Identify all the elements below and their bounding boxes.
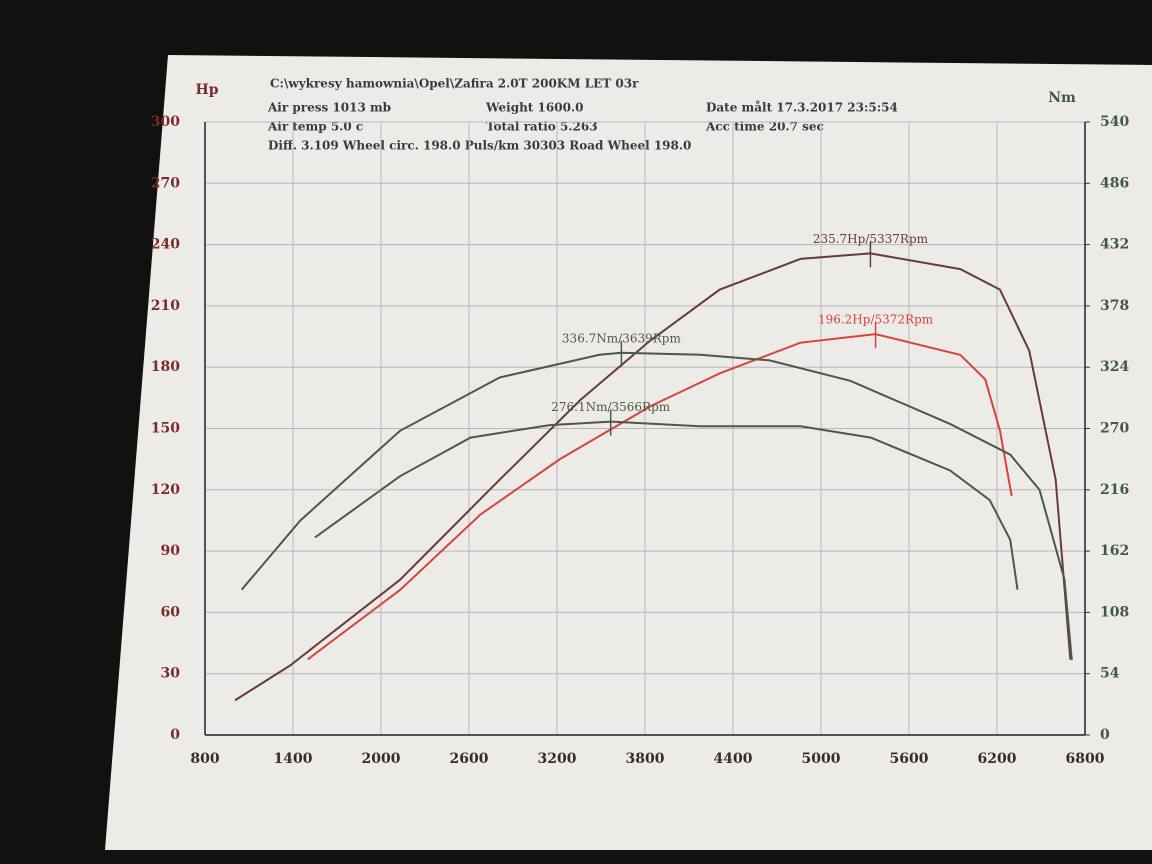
info: Air press 1013 mb (267, 101, 391, 115)
x-tick-label: 6200 (978, 751, 1017, 767)
y2-tick-label: 0 (1100, 727, 1110, 743)
y-tick-label: 210 (151, 298, 180, 314)
peak-label: 196.2Hp/5372Rpm (818, 313, 934, 327)
info: Air temp 5.0 c (267, 120, 363, 134)
y2-tick-label: 270 (1100, 421, 1129, 437)
y2-tick-label: 432 (1100, 237, 1129, 253)
x-tick-label: 800 (190, 751, 219, 767)
y2-tick-label: 378 (1100, 298, 1129, 314)
peak-label: 276.1Nm/3566Rpm (551, 400, 671, 414)
y-tick-label: 270 (151, 175, 180, 191)
peak-label: 336.7Nm/3639Rpm (562, 331, 682, 345)
y-tick-label: 60 (161, 604, 181, 620)
x-tick-label: 4400 (714, 751, 753, 767)
info: Date målt 17.3.2017 23:5:54 (706, 100, 898, 115)
x-tick-label: 1400 (274, 751, 313, 767)
y2-tick-label: 216 (1100, 482, 1129, 498)
y2-axis-label: Nm (1048, 90, 1076, 106)
x-tick-label: 2600 (450, 751, 489, 767)
x-tick-label: 2000 (362, 751, 401, 767)
y2-tick-label: 540 (1100, 114, 1129, 130)
y-tick-label: 30 (161, 666, 181, 682)
info: Diff. 3.109 Wheel circ. 198.0 Puls/km 30… (268, 139, 691, 153)
info: Total ratio 5.263 (486, 120, 598, 134)
y2-tick-label: 54 (1100, 666, 1120, 682)
y-tick-label: 150 (151, 421, 180, 437)
x-tick-label: 3800 (626, 751, 665, 767)
x-tick-label: 5000 (802, 751, 841, 767)
y-axis-label: Hp (195, 82, 218, 98)
curve (234, 252, 1072, 702)
info: Weight 1600.0 (485, 101, 583, 115)
x-tick-label: 5600 (890, 751, 929, 767)
y-tick-label: 180 (151, 359, 180, 375)
y-tick-label: 90 (161, 543, 181, 559)
y2-tick-label: 162 (1100, 543, 1129, 559)
curve (307, 333, 1013, 661)
y-tick-label: 300 (151, 114, 180, 130)
y2-tick-label: 108 (1100, 604, 1129, 620)
peak-label: 235.7Hp/5337Rpm (813, 232, 929, 246)
y-tick-label: 240 (151, 237, 180, 253)
paper (105, 55, 1152, 850)
x-tick-label: 6800 (1066, 751, 1105, 767)
x-tick-label: 3200 (538, 751, 577, 767)
curve (314, 420, 1019, 590)
curve (240, 351, 1073, 661)
y-tick-label: 120 (151, 482, 180, 498)
info: Acc time 20.7 sec (705, 120, 824, 134)
y2-tick-label: 486 (1100, 175, 1129, 191)
y-tick-label: 0 (170, 727, 180, 743)
y2-tick-label: 324 (1100, 359, 1129, 375)
chart-title: C:\wykresy hamownia\Opel\Zafira 2.0T 200… (270, 77, 639, 91)
